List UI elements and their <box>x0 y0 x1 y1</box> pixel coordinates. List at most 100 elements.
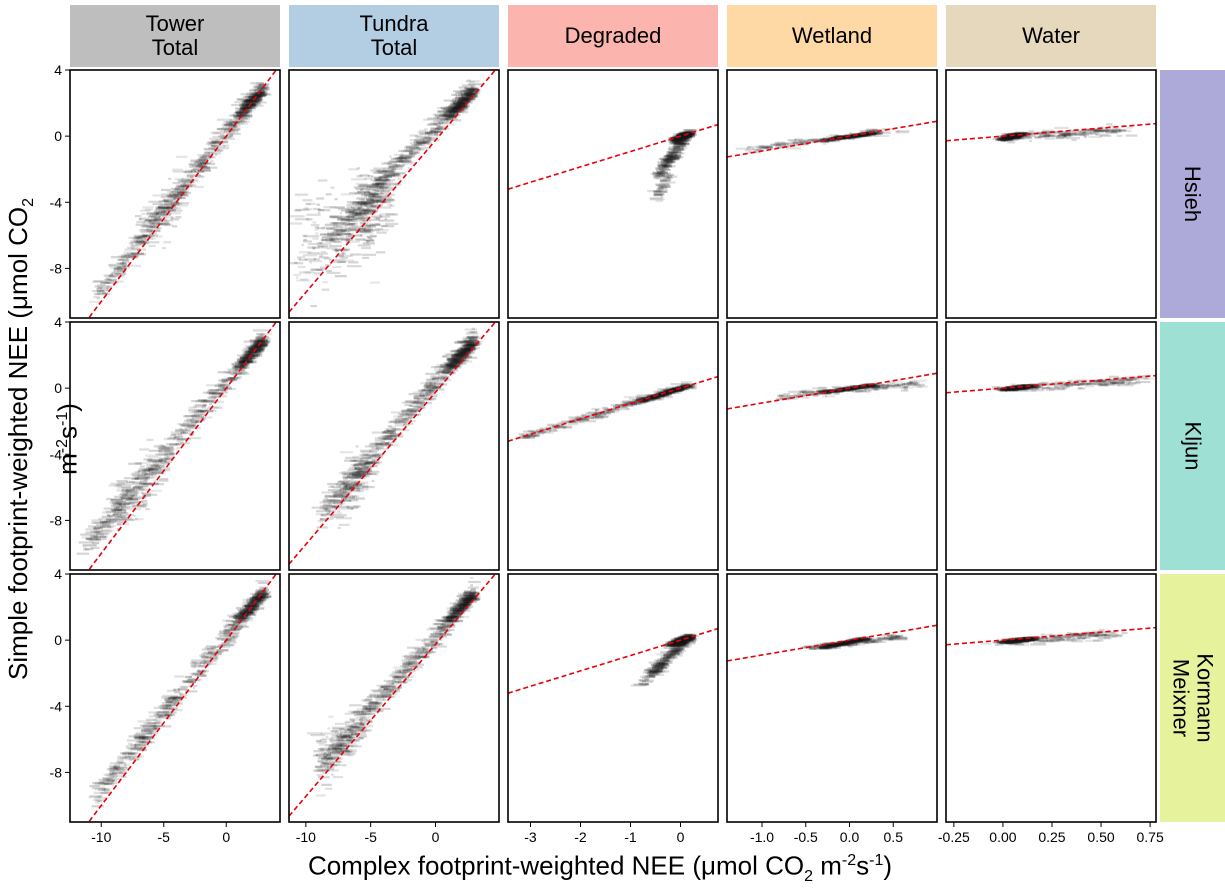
data-point <box>426 378 436 380</box>
data-point <box>128 463 142 465</box>
data-point <box>349 467 353 469</box>
data-point <box>347 507 358 509</box>
data-point <box>1059 133 1064 135</box>
data-point <box>528 435 540 437</box>
data-point <box>112 275 125 277</box>
data-point <box>332 266 341 268</box>
data-point <box>355 205 363 207</box>
data-point <box>329 216 337 218</box>
data-point <box>1030 140 1032 142</box>
data-point <box>89 301 100 303</box>
data-point <box>361 451 371 453</box>
data-point <box>1117 135 1123 137</box>
data-point <box>779 146 782 148</box>
data-point <box>362 254 376 256</box>
data-point <box>362 230 373 232</box>
data-point <box>387 165 397 167</box>
data-point <box>376 200 380 202</box>
data-point <box>128 265 141 267</box>
data-point <box>1126 127 1133 129</box>
data-point <box>131 495 134 497</box>
data-point <box>1071 139 1076 141</box>
data-point <box>1026 137 1032 139</box>
panel-kljun-tower <box>70 317 280 595</box>
data-point <box>83 546 86 548</box>
data-point <box>396 157 411 159</box>
data-point <box>311 305 317 307</box>
data-point <box>295 218 310 220</box>
data-point <box>369 445 376 447</box>
data-point <box>329 245 342 247</box>
data-point <box>366 225 375 227</box>
data-point <box>122 500 131 502</box>
data-point <box>112 509 122 511</box>
data-point <box>352 490 364 492</box>
data-point <box>408 393 421 395</box>
data-point <box>159 216 173 218</box>
data-point <box>327 483 339 485</box>
data-point <box>328 502 335 504</box>
data-point <box>329 239 334 241</box>
data-point <box>109 484 122 486</box>
data-point <box>450 351 454 353</box>
data-point <box>451 110 466 112</box>
data-point <box>319 255 323 257</box>
data-point <box>340 451 353 453</box>
data-point <box>301 244 304 246</box>
data-point <box>226 122 231 124</box>
data-point <box>595 409 599 411</box>
data-point <box>177 189 186 191</box>
data-point <box>671 155 674 157</box>
data-point <box>775 142 786 144</box>
data-point <box>355 475 358 477</box>
data-point <box>311 224 320 226</box>
data-point <box>368 213 372 215</box>
data-point <box>350 253 361 255</box>
data-point <box>112 514 115 516</box>
data-point <box>408 416 413 418</box>
data-point <box>322 236 337 238</box>
data-point <box>314 272 320 274</box>
data-point <box>1089 136 1102 138</box>
data-point <box>195 421 199 423</box>
data-point <box>122 489 124 491</box>
data-point <box>607 411 619 413</box>
data-point <box>168 178 171 180</box>
data-point <box>417 131 428 133</box>
data-point <box>205 408 208 410</box>
data-point <box>245 355 248 357</box>
data-point <box>326 193 332 195</box>
data-point <box>423 399 434 401</box>
data-point <box>355 214 361 216</box>
data-point <box>434 133 438 135</box>
data-point <box>89 539 101 541</box>
data-point <box>126 491 138 493</box>
data-point <box>137 506 146 508</box>
data-point <box>379 219 394 221</box>
data-point <box>303 254 317 256</box>
data-point <box>320 243 332 245</box>
data-point <box>220 384 229 386</box>
data-point <box>140 466 145 468</box>
data-point <box>340 221 350 223</box>
data-point <box>666 174 674 176</box>
data-point <box>139 218 147 220</box>
data-point <box>364 177 372 179</box>
data-point <box>421 402 425 404</box>
data-point <box>347 265 362 267</box>
data-point <box>385 176 392 178</box>
data-point <box>296 276 298 278</box>
data-point <box>378 182 391 184</box>
data-point <box>141 225 147 227</box>
data-point <box>348 227 363 229</box>
data-point <box>242 361 257 363</box>
data-point <box>318 179 328 181</box>
data-point <box>395 168 403 170</box>
data-point <box>423 119 438 121</box>
data-point <box>93 536 107 538</box>
data-point <box>211 132 225 134</box>
data-point <box>371 461 374 463</box>
data-point <box>659 172 661 174</box>
data-point <box>325 223 339 225</box>
data-point <box>656 200 663 202</box>
